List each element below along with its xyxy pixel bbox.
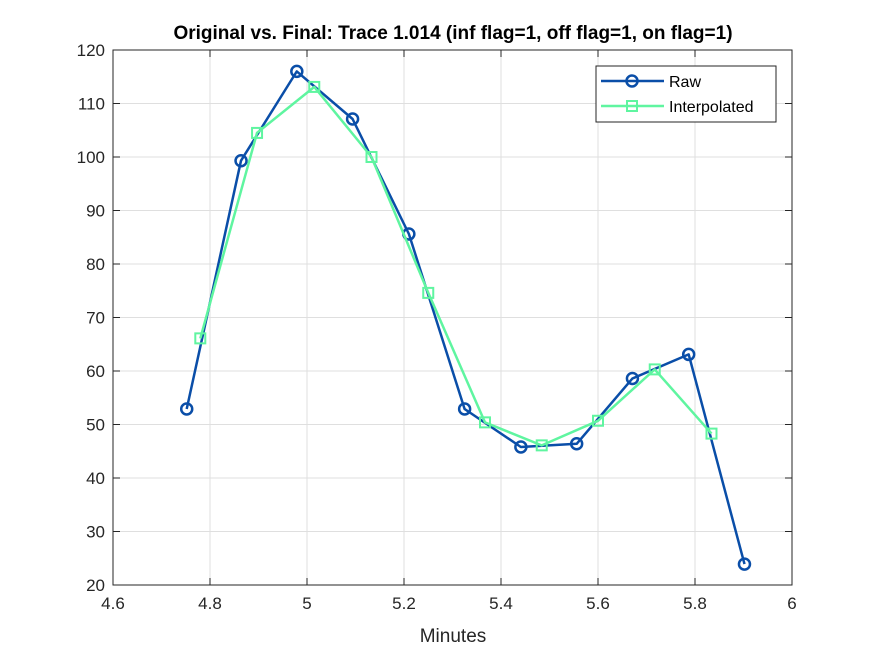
data-point-raw — [681, 347, 696, 362]
x-tick-label: 4.8 — [198, 594, 222, 613]
y-tick-label: 70 — [86, 309, 105, 328]
series-raw — [179, 64, 752, 571]
data-point-interpolated — [194, 332, 207, 345]
data-point-interpolated — [422, 286, 435, 299]
series-line-interpolated — [199, 85, 713, 447]
y-tick-label: 60 — [86, 362, 105, 381]
legend-item-raw: Raw — [601, 74, 701, 91]
grid-lines — [112, 49, 793, 586]
x-tick-label: 5 — [302, 594, 311, 613]
data-point-interpolated — [251, 126, 264, 139]
x-tick-label: 5.2 — [392, 594, 416, 613]
y-tick-label: 100 — [77, 148, 105, 167]
legend-box — [595, 65, 777, 123]
y-tick-label: 120 — [77, 41, 105, 60]
data-point-interpolated — [705, 427, 718, 440]
series-interpolated — [194, 80, 718, 452]
series-layer — [179, 64, 752, 571]
data-point-interpolated — [592, 414, 604, 427]
x-axis-label: Minutes — [420, 626, 487, 647]
x-tick-label: 6 — [787, 594, 796, 613]
data-point-raw — [234, 153, 248, 168]
legend-swatch-interpolated-marker — [626, 100, 638, 112]
data-point-raw — [625, 371, 640, 386]
data-point-interpolated — [365, 151, 378, 163]
x-tick-label: 5.6 — [586, 594, 610, 613]
y-tick-label: 80 — [86, 255, 105, 274]
legend-label-raw: Raw — [669, 74, 701, 91]
legend-label-interpolated: Interpolated — [669, 99, 754, 116]
data-point-raw — [737, 557, 752, 571]
y-tick-label: 50 — [86, 416, 105, 435]
data-point-interpolated — [648, 363, 661, 376]
data-point-raw — [457, 402, 472, 416]
data-point-raw — [345, 112, 360, 126]
data-point-raw — [569, 437, 584, 451]
y-tick-label: 110 — [78, 95, 105, 114]
axis-ticks: 4.6 4.8 5 5.2 5.4 5.6 5.8 6 20 30 40 50 60 70 80 90 100 1… — [77, 41, 797, 613]
data-point-raw — [514, 440, 528, 454]
data-point-interpolated — [535, 439, 548, 452]
series-line-raw — [185, 70, 746, 565]
legend-swatch-raw-marker — [625, 74, 639, 88]
data-point-interpolated — [308, 80, 321, 93]
chart-title: Original vs. Final: Trace 1.014 (inf fla… — [173, 23, 732, 44]
x-tick-label: 4.6 — [101, 594, 125, 613]
legend: Raw Interpolated — [595, 65, 777, 123]
y-tick-label: 20 — [86, 576, 105, 595]
legend-item-interpolated: Interpolated — [601, 99, 754, 116]
x-tick-label: 5.8 — [683, 594, 707, 613]
data-point-raw — [290, 64, 304, 79]
data-point-interpolated — [478, 416, 491, 429]
x-tick-label: 5.4 — [489, 594, 513, 613]
y-tick-label: 40 — [86, 469, 105, 488]
data-point-raw — [179, 402, 194, 416]
y-tick-label: 90 — [86, 202, 105, 221]
y-tick-label: 30 — [86, 523, 105, 542]
